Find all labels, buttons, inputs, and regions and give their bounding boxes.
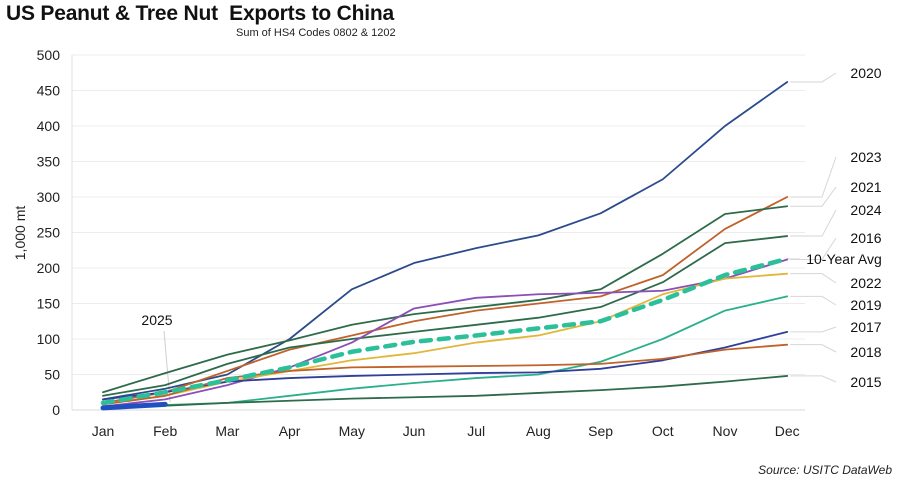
- y-tick-label: 250: [37, 225, 61, 241]
- legend-label-2022: 2022: [850, 275, 881, 291]
- x-axis-ticks: Jan Feb Mar Apr May Jun Jul Aug Sep Oct Nov Dec: [92, 423, 800, 439]
- legend-leader-lines: [163, 72, 837, 403]
- series-line-2024: [102, 235, 789, 397]
- chart-subtitle: Sum of HS4 Codes 0802 & 1202: [236, 27, 396, 39]
- y-tick-label: 450: [37, 83, 61, 99]
- series-line-2020: [102, 81, 789, 401]
- legend-label-2025: 2025: [141, 312, 172, 328]
- y-tick-label: 100: [37, 331, 61, 347]
- source-note: Source: USITC DataWeb: [758, 463, 892, 477]
- legend-label-2015: 2015: [850, 374, 881, 390]
- x-tick-label: Nov: [713, 423, 738, 439]
- legend-label-2016: 2016: [850, 230, 881, 246]
- y-tick-label: 350: [37, 154, 61, 170]
- x-tick-label: May: [339, 423, 365, 439]
- legend-label-2020: 2020: [850, 65, 881, 81]
- x-tick-label: Sep: [588, 423, 613, 439]
- y-tick-label: 400: [37, 118, 61, 134]
- series-lines: [100, 81, 790, 411]
- x-tick-label: Jul: [467, 423, 485, 439]
- legend-label-2024: 2024: [850, 202, 881, 218]
- y-tick-label: 300: [37, 189, 61, 205]
- chart-title: US Peanut & Tree Nut Exports to China: [6, 2, 394, 25]
- x-tick-label: Aug: [526, 423, 551, 439]
- legend-label-2023: 2023: [850, 149, 881, 165]
- series-line-2015: [102, 375, 789, 409]
- leader-line-2017: [790, 326, 837, 333]
- y-axis-ticks: 0 50 100 150 200 250 300 350 400 450 500: [37, 47, 61, 418]
- legend-label-2018: 2018: [850, 344, 881, 360]
- leader-line-2024: [790, 209, 837, 237]
- y-axis-label: 1,000 mt: [12, 206, 28, 261]
- leader-line-2015: [790, 375, 837, 383]
- series-line-2023: [102, 196, 789, 404]
- legend-label-2019: 2019: [850, 297, 881, 313]
- leader-line-2020: [790, 72, 837, 83]
- x-tick-label: Oct: [652, 423, 674, 439]
- leader-line-2019: [790, 295, 837, 306]
- x-tick-label: Apr: [279, 423, 301, 439]
- y-tick-label: 0: [52, 402, 60, 418]
- legend-labels: 2020 2023 2021 2024 2016 10-Year Avg 2022 2019 2…: [141, 65, 881, 390]
- x-tick-label: Mar: [215, 423, 239, 439]
- leader-line-2022: [790, 273, 837, 284]
- y-tick-label: 200: [37, 260, 61, 276]
- series-line-2016: [102, 258, 789, 408]
- series-line-2021: [102, 205, 789, 394]
- y-tick-label: 500: [37, 47, 61, 63]
- leader-line-2023: [790, 156, 837, 198]
- x-tick-label: Jun: [403, 423, 426, 439]
- series-line-10-year-avg: [100, 256, 790, 406]
- leader-line-2016: [790, 237, 837, 260]
- x-tick-label: Dec: [775, 423, 800, 439]
- leader-line-2021: [790, 186, 837, 207]
- legend-label-10-year-avg: 10-Year Avg: [806, 251, 882, 267]
- x-tick-label: Feb: [153, 423, 177, 439]
- series-line-2025: [100, 401, 168, 411]
- y-tick-label: 150: [37, 296, 61, 312]
- legend-label-2021: 2021: [850, 179, 881, 195]
- legend-label-2017: 2017: [850, 319, 881, 335]
- x-tick-label: Jan: [92, 423, 115, 439]
- leader-line-2018: [790, 344, 837, 353]
- y-tick-label: 50: [44, 367, 60, 383]
